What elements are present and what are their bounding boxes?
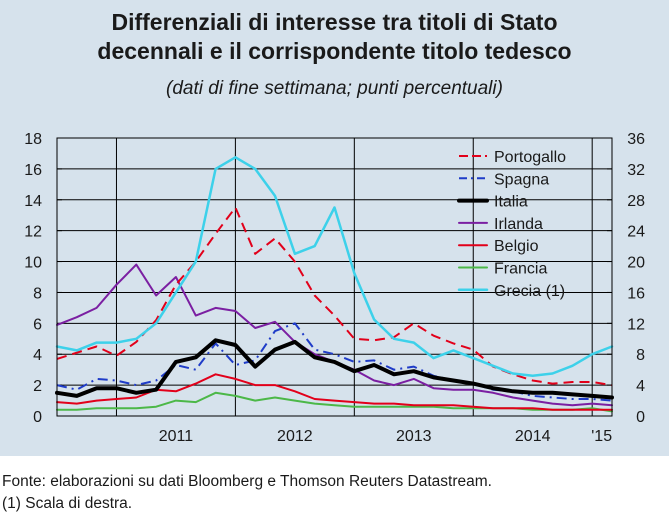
chart-header: Differenziali di interesse tra titoli di… bbox=[0, 0, 669, 118]
legend-label: Portogallo bbox=[494, 149, 566, 166]
chart-title: Differenziali di interesse tra titoli di… bbox=[0, 8, 669, 66]
chart-footer: Fonte: elaborazioni su dati Bloomberg e … bbox=[0, 456, 669, 523]
chart-subtitle: (dati di fine settimana; punti percentua… bbox=[166, 78, 503, 99]
legend-label: Francia bbox=[494, 261, 547, 278]
legend-label: Belgio bbox=[494, 238, 539, 255]
right-tick-label: 0 bbox=[636, 409, 645, 426]
series-lines bbox=[55, 156, 614, 413]
x-tick-label: 2014 bbox=[515, 428, 551, 445]
legend: Portogallo Spagna Italia Irlanda Belgio Franc… bbox=[457, 149, 566, 300]
right-tick-label: 16 bbox=[627, 285, 645, 302]
legend-label: Spagna bbox=[494, 171, 549, 188]
footnote: (1) Scala di destra. bbox=[2, 495, 133, 512]
x-axis-tick-labels: 2011 2012 2013 2014 '15 bbox=[159, 428, 612, 445]
legend-label: Italia bbox=[494, 194, 528, 211]
right-tick-label: 4 bbox=[636, 378, 645, 395]
left-tick-label: 18 bbox=[24, 131, 42, 148]
plot-border bbox=[56, 137, 613, 417]
year-dividers bbox=[115, 138, 593, 416]
left-tick-label: 8 bbox=[33, 285, 42, 302]
left-tick-label: 6 bbox=[33, 316, 42, 333]
gridlines bbox=[57, 137, 612, 417]
left-tick-label: 12 bbox=[24, 224, 42, 241]
x-tick-label: 2011 bbox=[159, 428, 194, 445]
x-tick-label: 2012 bbox=[277, 428, 313, 445]
left-tick-label: 2 bbox=[33, 378, 42, 395]
left-tick-label: 4 bbox=[33, 347, 42, 364]
legend-label: Irlanda bbox=[494, 216, 543, 233]
title-line-1: Differenziali di interesse tra titoli di… bbox=[111, 9, 558, 35]
left-axis-tick-labels: 0 2 4 6 8 10 12 14 16 18 bbox=[24, 131, 42, 426]
x-tick-label: 2013 bbox=[396, 428, 432, 445]
plot-frame bbox=[56, 137, 613, 417]
left-tick-label: 0 bbox=[33, 409, 42, 426]
left-tick-label: 16 bbox=[24, 162, 42, 179]
series-line-italia bbox=[55, 338, 614, 400]
right-tick-label: 12 bbox=[627, 316, 645, 333]
right-tick-label: 32 bbox=[627, 162, 645, 179]
left-tick-label: 14 bbox=[24, 193, 42, 210]
legend-label: Grecia (1) bbox=[494, 283, 565, 300]
source-note: Fonte: elaborazioni su dati Bloomberg e … bbox=[2, 473, 492, 490]
right-tick-label: 28 bbox=[627, 193, 645, 210]
title-line-2: decennali e il corrispondente titolo ted… bbox=[97, 38, 572, 64]
right-tick-label: 20 bbox=[627, 255, 645, 272]
x-tick-label: '15 bbox=[591, 428, 612, 445]
right-tick-label: 24 bbox=[627, 224, 645, 241]
left-tick-label: 10 bbox=[24, 255, 42, 272]
right-tick-label: 8 bbox=[636, 347, 645, 364]
series-line-portogallo bbox=[56, 206, 613, 387]
right-tick-label: 36 bbox=[627, 131, 645, 148]
series-line-grecia bbox=[55, 156, 614, 378]
right-axis-tick-labels: 0 4 8 12 16 20 24 28 32 36 bbox=[627, 131, 645, 426]
